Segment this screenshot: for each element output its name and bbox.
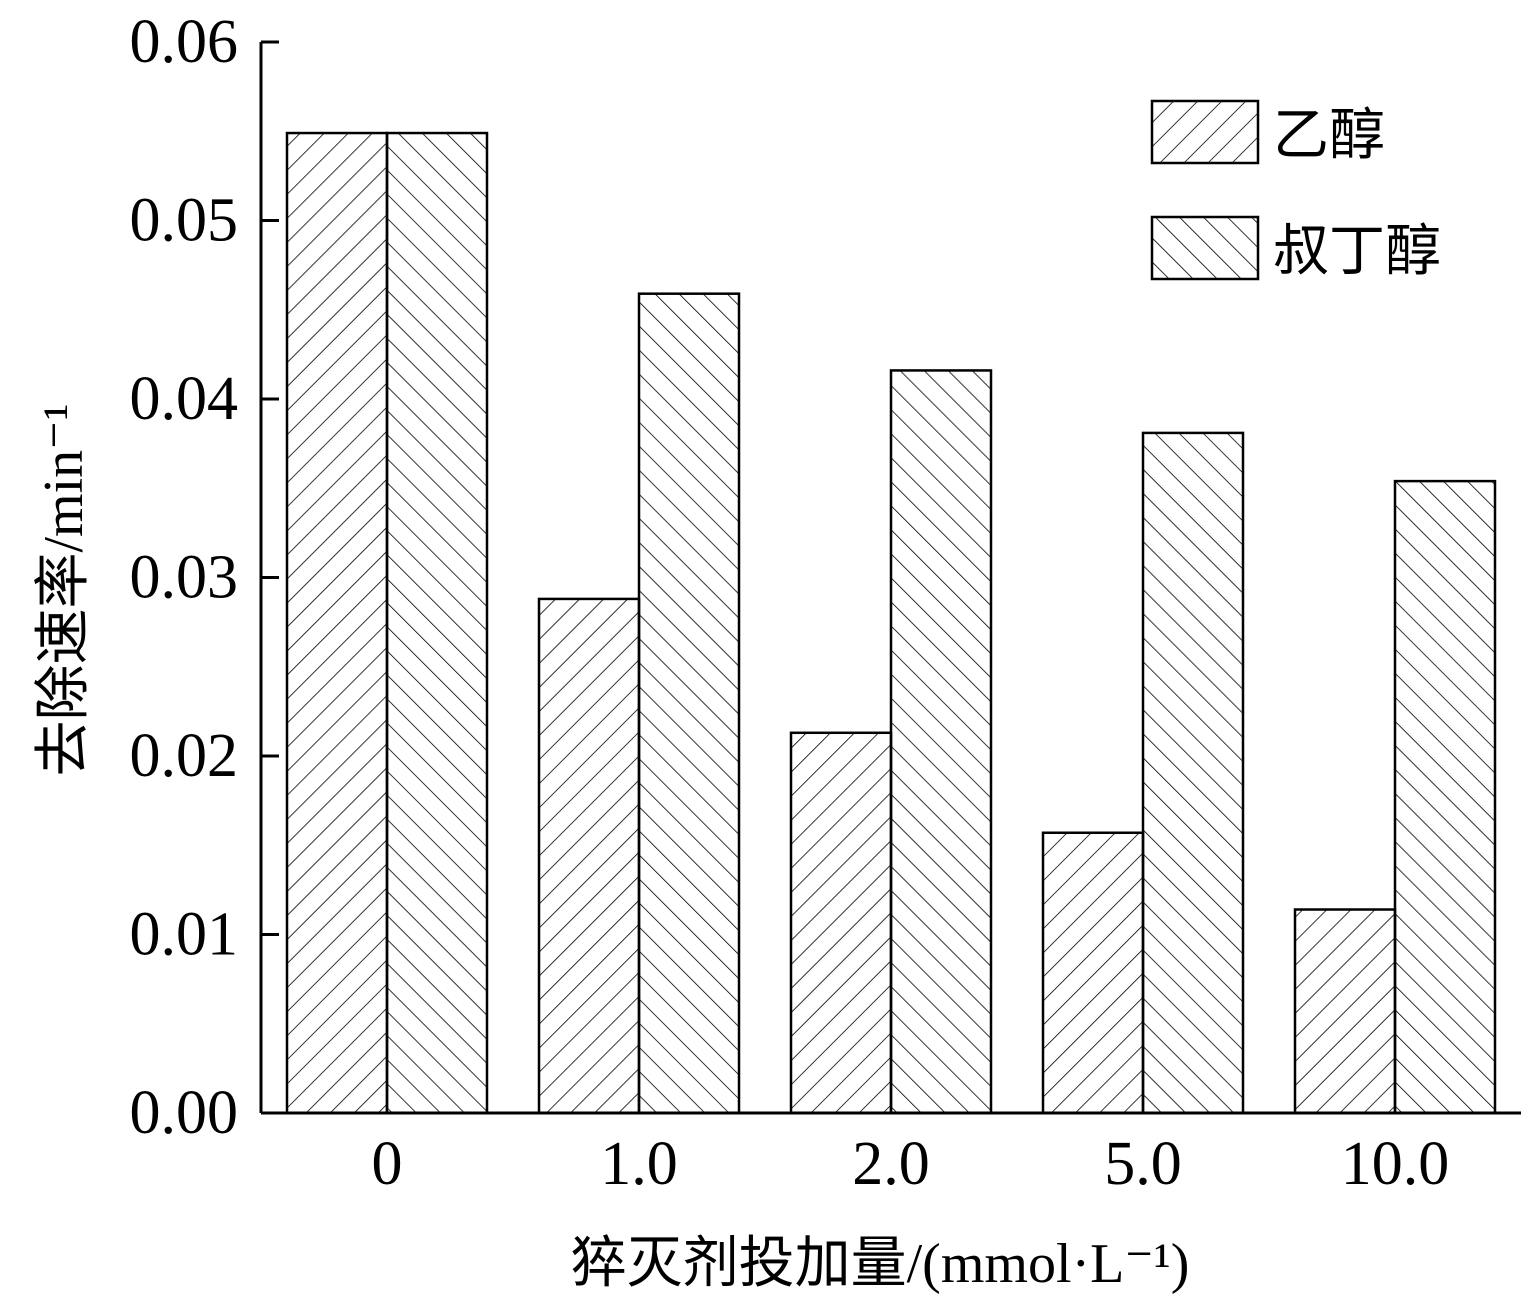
x-ticks-group: 0 1.0 2.0 5.0 10.0 (372, 1130, 1450, 1198)
y-tick-label: 0.06 (130, 8, 239, 76)
bar-series-2-category-5 (1393, 479, 1497, 1115)
bar-series-2-category-4 (1141, 431, 1245, 1115)
x-tick-label: 0 (372, 1130, 403, 1198)
legend-label-series-2: 叔丁醇 (1273, 221, 1441, 283)
x-tick-label: 1.0 (600, 1130, 678, 1198)
bar-series-1-category-3 (789, 731, 893, 1115)
x-tick-label: 5.0 (1104, 1130, 1182, 1198)
y-tick-label: 0.05 (130, 187, 239, 255)
y-axis-title: 去除速率/min⁻¹ (33, 403, 95, 776)
bar-series-2-category-1 (385, 131, 489, 1115)
legend: 乙醇 叔丁醇 (1150, 99, 1441, 283)
x-tick-label: 10.0 (1341, 1130, 1450, 1198)
bar-series-1-category-5 (1293, 908, 1397, 1115)
x-tick-label: 2.0 (852, 1130, 930, 1198)
legend-swatch-series-2 (1150, 215, 1260, 281)
y-tick-label: 0.00 (130, 1079, 239, 1147)
bar-series-1-category-2 (537, 597, 641, 1115)
bar-series-2-category-3 (889, 369, 993, 1115)
y-tick-label: 0.01 (130, 901, 239, 969)
y-tick-label: 0.03 (130, 544, 239, 612)
bar-series-1-category-1 (285, 131, 389, 1115)
x-axis-title: 猝灭剂投加量/(mmol·L⁻¹) (571, 1233, 1190, 1295)
bar-series-2-category-2 (637, 292, 741, 1115)
bars-group (285, 131, 1497, 1115)
y-tick-label: 0.02 (130, 722, 239, 790)
legend-label-series-1: 乙醇 (1273, 105, 1385, 167)
y-ticks-group: 0.00 0.01 0.02 0.03 0.04 0.05 0.06 (130, 8, 279, 1147)
bar-series-1-category-4 (1041, 831, 1145, 1115)
y-tick-label: 0.04 (130, 365, 239, 433)
legend-swatch-series-1 (1150, 99, 1260, 165)
